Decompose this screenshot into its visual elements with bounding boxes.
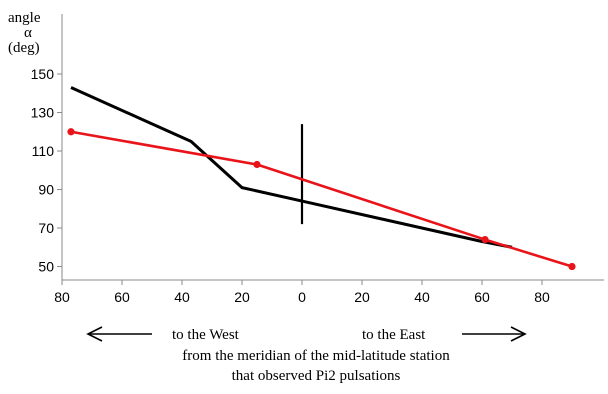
x-tick-label: 0	[298, 289, 306, 305]
y-axis-label-line-3: (deg)	[8, 40, 40, 56]
x-tick-label: 20	[234, 289, 250, 305]
y-tick-label: 150	[31, 66, 55, 82]
y-tick-label: 50	[38, 259, 54, 275]
x-tick-label: 40	[414, 289, 430, 305]
x-tick-label: 40	[174, 289, 190, 305]
y-axis-label-line-2: α	[24, 25, 32, 41]
x-tick-label: 60	[474, 289, 490, 305]
y-tick-label: 90	[38, 182, 54, 198]
series-point	[253, 160, 261, 169]
caption-line-2: that observed Pi2 pulsations	[232, 368, 401, 384]
x-ticks: 80 60 40 20 0 20 40 60 80	[54, 280, 550, 305]
y-ticks: 150 130 110 90 70 50	[31, 66, 62, 275]
y-tick-label: 70	[38, 220, 54, 236]
series-line-0	[70, 86, 513, 249]
plot-area	[67, 86, 576, 271]
series-point	[67, 128, 75, 136]
west-arrow-icon	[86, 326, 152, 342]
x-tick-label: 80	[54, 289, 70, 305]
y-tick-label: 110	[32, 143, 55, 159]
y-tick-label: 130	[31, 105, 55, 121]
x-tick-label: 20	[354, 289, 370, 305]
y-axis-label-line-1: angle	[8, 10, 41, 26]
east-arrow-icon	[462, 326, 527, 342]
west-label: to the West	[172, 327, 240, 343]
x-tick-label: 60	[114, 289, 130, 305]
series-point	[568, 262, 576, 271]
series-line-1	[70, 130, 573, 268]
series-point	[481, 235, 489, 244]
east-label: to the East	[362, 327, 426, 343]
caption-line-1: from the meridian of the mid-latitude st…	[182, 348, 450, 364]
x-tick-label: 80	[534, 289, 550, 305]
